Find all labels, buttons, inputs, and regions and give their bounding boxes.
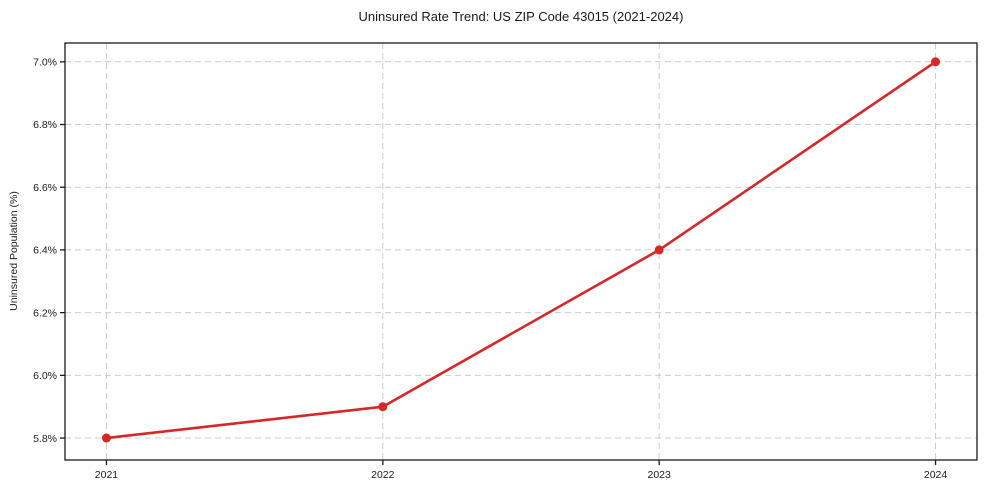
chart-title: Uninsured Rate Trend: US ZIP Code 43015 …	[358, 9, 684, 24]
y-tick-label: 7.0%	[33, 57, 57, 69]
data-point	[101, 433, 111, 443]
plot-area-background	[65, 43, 977, 460]
y-tick-label: 6.0%	[33, 370, 57, 382]
data-point	[931, 57, 941, 67]
y-tick-label: 6.8%	[33, 119, 57, 131]
y-tick-label: 6.2%	[33, 307, 57, 319]
plot-border	[64, 42, 978, 461]
y-tick-label: 6.6%	[33, 182, 57, 194]
y-tick-label: 6.4%	[33, 245, 57, 257]
x-tick-label: 2023	[648, 469, 672, 481]
x-tick-label: 2021	[95, 469, 119, 481]
data-point	[378, 402, 388, 412]
data-point	[654, 245, 664, 255]
x-tick-label: 2024	[924, 469, 948, 481]
y-tick-label: 5.8%	[33, 433, 57, 445]
x-tick-label: 2022	[371, 469, 395, 481]
trend-line	[105, 60, 937, 440]
